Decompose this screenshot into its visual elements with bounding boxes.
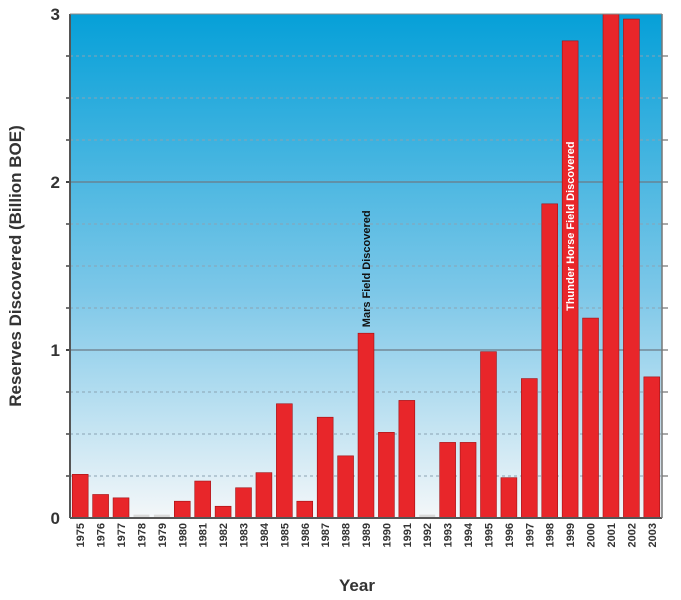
x-tick-label: 1996 <box>504 523 516 547</box>
y-tick-label: 1 <box>51 341 60 360</box>
bar-1983 <box>235 487 252 519</box>
x-tick-label: 1979 <box>157 523 169 547</box>
bar-1981 <box>194 480 211 519</box>
bar-1995 <box>480 351 497 519</box>
x-tick-label: 1987 <box>320 523 332 547</box>
bar-2003 <box>643 376 661 519</box>
bar-1998 <box>541 203 558 519</box>
x-tick-label: 1982 <box>218 523 230 547</box>
bar-1997 <box>521 378 538 519</box>
bar-2001 <box>602 13 620 519</box>
bar-1986 <box>296 500 314 519</box>
bar-1982 <box>214 505 232 519</box>
x-tick-label: 1981 <box>198 523 210 547</box>
x-tick-label: 2001 <box>606 523 618 547</box>
x-axis-title: Year <box>339 576 375 595</box>
x-tick-label: 2000 <box>586 523 598 547</box>
y-tick-label: 0 <box>51 509 60 528</box>
y-axis-title: Reserves Discovered (Billion BOE) <box>6 125 25 407</box>
x-tick-label: 1994 <box>463 522 475 547</box>
x-tick-label: 2003 <box>647 523 659 547</box>
x-tick-label: 1975 <box>75 523 87 547</box>
bar-1984 <box>255 472 273 519</box>
x-tick-label: 1986 <box>300 523 312 547</box>
x-tick-label: 1976 <box>96 523 108 547</box>
bar-1988 <box>337 455 354 519</box>
bar-1996 <box>500 477 518 519</box>
bar-2000 <box>582 317 599 519</box>
bar-1985 <box>276 403 293 519</box>
x-tick-label: 1977 <box>116 523 128 547</box>
bar-1992 <box>419 514 436 518</box>
y-tick-label: 2 <box>51 173 60 192</box>
axes <box>66 13 668 519</box>
bar-1976 <box>92 494 109 519</box>
x-tick-label: 1990 <box>381 523 393 547</box>
bars <box>71 13 661 519</box>
annotation-label: Mars Field Discovered <box>361 210 373 327</box>
bar-1993 <box>439 442 456 519</box>
y-tick-label: 3 <box>51 5 60 24</box>
bar-1978 <box>133 514 150 518</box>
x-tick-label: 1997 <box>524 523 536 547</box>
bar-1991 <box>398 400 416 519</box>
bar-1990 <box>378 432 395 519</box>
x-tick-label: 1984 <box>259 522 271 547</box>
bar-2002 <box>623 18 640 519</box>
x-tick-label: 1985 <box>279 523 291 547</box>
x-tick-label: 1998 <box>545 523 557 547</box>
x-tick-label: 1995 <box>483 523 495 547</box>
x-tick-label: 2002 <box>626 523 638 547</box>
bar-1987 <box>316 416 334 519</box>
bar-1980 <box>174 500 191 519</box>
x-tick-label: 1983 <box>239 523 251 547</box>
bar-1975 <box>71 474 89 519</box>
x-tick-label: 1991 <box>402 523 414 547</box>
bar-1979 <box>153 514 170 518</box>
bar-1977 <box>112 497 130 519</box>
bar-1994 <box>459 442 477 519</box>
x-tick-label: 1999 <box>565 523 577 547</box>
labels: 1975 1976 1977 1978 1979 1980 1981 1982 1983 1984… <box>51 5 659 547</box>
x-tick-label: 1989 <box>361 523 373 547</box>
x-tick-label: 1988 <box>341 523 353 547</box>
annotation-label: Thunder Horse Field Discovered <box>565 142 577 311</box>
x-tick-label: 1992 <box>422 523 434 547</box>
bar-1989 <box>357 332 375 519</box>
x-tick-label: 1993 <box>443 523 455 547</box>
x-tick-label: 1978 <box>136 523 148 547</box>
x-tick-label: 1980 <box>177 523 189 547</box>
